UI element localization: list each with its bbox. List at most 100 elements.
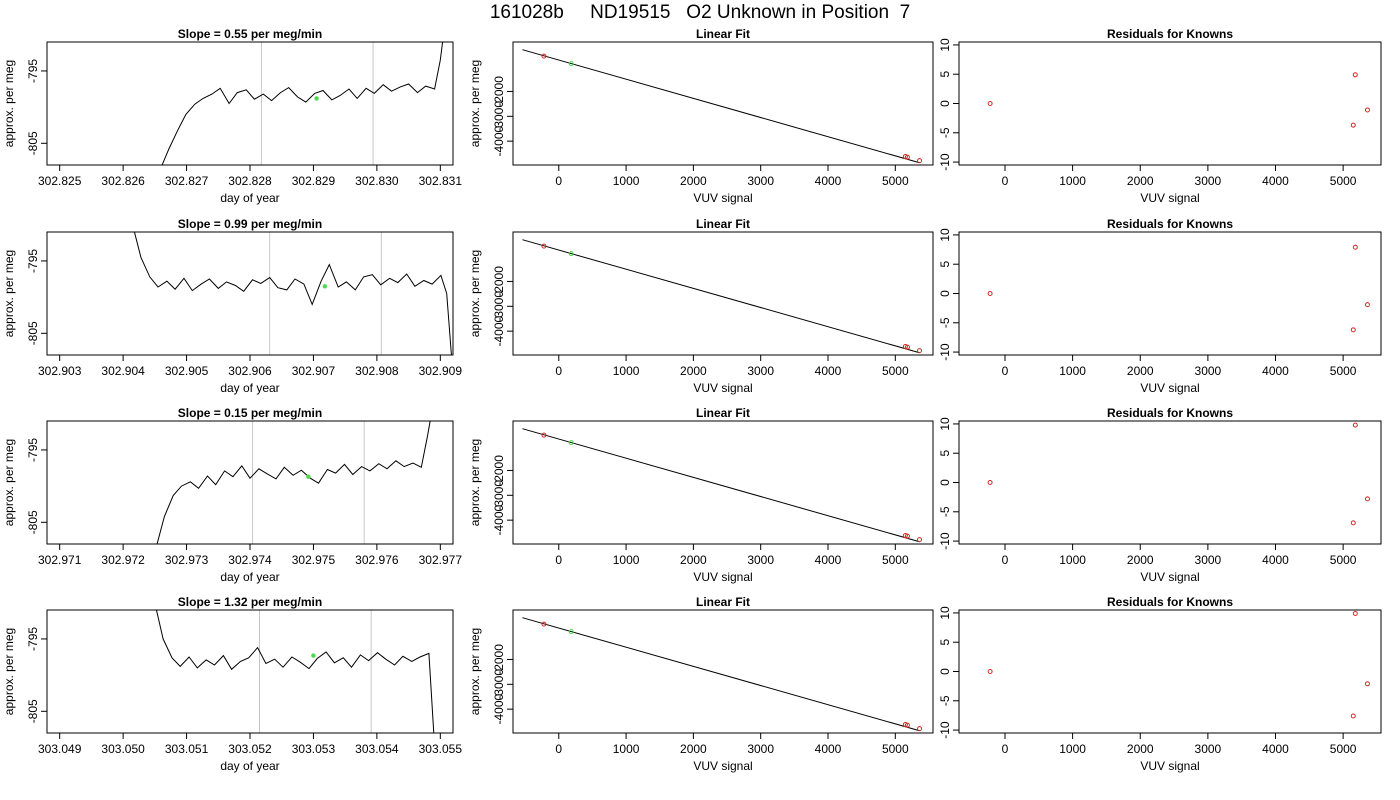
x-tick-label: 302.827 xyxy=(165,174,209,188)
y-tick-label: -805 xyxy=(26,321,40,345)
fit-line xyxy=(522,239,920,354)
known-point xyxy=(541,621,547,627)
x-tick-label: 0 xyxy=(555,364,562,378)
panel-title: Slope = 0.99 per meg/min xyxy=(178,217,322,231)
x-tick-label: 1000 xyxy=(613,364,640,378)
x-tick-label: 4000 xyxy=(815,553,842,567)
residual-point xyxy=(1364,107,1370,113)
mean-marker xyxy=(311,653,316,658)
y-tick-label: -795 xyxy=(26,627,40,651)
residual-point xyxy=(1350,520,1356,526)
y-tick-label: -5 xyxy=(938,317,952,328)
y-tick-label: -795 xyxy=(26,438,40,462)
y-tick-label: 5 xyxy=(938,450,952,457)
x-axis-label: VUV signal xyxy=(693,381,752,395)
mean-marker xyxy=(306,474,311,479)
plot-frame xyxy=(46,41,454,166)
known-point xyxy=(904,154,910,160)
known-point xyxy=(917,348,923,354)
plot-area xyxy=(987,611,1370,719)
residual-point xyxy=(1352,611,1358,617)
plot-area xyxy=(522,239,923,354)
y-tick-label: -5 xyxy=(938,506,952,517)
chart-panel-3: Residuals for Knowns 0 1000 2000 3000 4000 500… xyxy=(938,27,1382,205)
y-axis-label: approx. per meg xyxy=(468,628,482,715)
x-axis-label: VUV signal xyxy=(1140,381,1199,395)
y-tick-label: -4000 xyxy=(492,315,506,346)
y-tick-label: -10 xyxy=(938,532,952,550)
x-tick-label: 5000 xyxy=(882,742,909,756)
x-tick-label: 1000 xyxy=(1059,364,1086,378)
chart-panel-12: Residuals for Knowns 0 1000 2000 3000 4000 500… xyxy=(938,595,1382,773)
x-tick-label: 0 xyxy=(555,174,562,188)
x-tick-label: 4000 xyxy=(1262,742,1289,756)
plot-frame xyxy=(958,420,1382,545)
signal-trace xyxy=(156,421,431,544)
plot-frame xyxy=(512,231,934,356)
plot-frame xyxy=(958,609,1382,734)
known-point xyxy=(541,432,547,438)
x-tick-label: 2000 xyxy=(1127,742,1154,756)
x-tick-label: 302.904 xyxy=(101,364,145,378)
panel-title: Residuals for Knowns xyxy=(1107,406,1233,420)
known-point xyxy=(904,533,910,539)
plot-area xyxy=(156,421,431,544)
figure-title: 161028b ND19515 O2 Unknown in Position 7 xyxy=(489,2,911,23)
chart-panel-9: Residuals for Knowns 0 1000 2000 3000 4000 500… xyxy=(938,406,1382,584)
plot-frame xyxy=(46,609,454,734)
mean-marker xyxy=(322,284,328,289)
chart-panel-11: Linear Fit 0 1000 2000 3000 4000 5000 VUV signa… xyxy=(468,595,934,773)
x-tick-label: 302.975 xyxy=(292,553,336,567)
x-axis-label: VUV signal xyxy=(1140,759,1199,773)
known-point xyxy=(904,344,910,350)
y-tick-label: -5 xyxy=(938,127,952,138)
plot-frame xyxy=(512,420,934,545)
y-axis-label: approx. per meg xyxy=(468,60,482,147)
x-tick-label: 302.976 xyxy=(355,553,399,567)
y-tick-label: 0 xyxy=(938,100,952,107)
x-tick-label: 1000 xyxy=(613,174,640,188)
residual-point xyxy=(1350,713,1356,719)
x-tick-label: 3000 xyxy=(747,364,774,378)
x-axis-label: VUV signal xyxy=(1140,570,1199,584)
unknown-point xyxy=(568,61,574,67)
y-tick-label: -10 xyxy=(938,721,952,739)
known-point xyxy=(541,53,547,59)
y-tick-label: 0 xyxy=(938,479,952,486)
x-tick-label: 4000 xyxy=(1262,174,1289,188)
panel-title: Residuals for Knowns xyxy=(1107,217,1233,231)
plot-area xyxy=(987,244,1370,333)
x-tick-label: 302.974 xyxy=(228,553,272,567)
x-tick-label: 0 xyxy=(555,742,562,756)
y-tick-label: -805 xyxy=(26,510,40,534)
x-tick-label: 5000 xyxy=(882,174,909,188)
unknown-point xyxy=(568,629,574,635)
plot-area xyxy=(155,610,435,733)
chart-panel-8: Linear Fit 0 1000 2000 3000 4000 5000 VUV signa… xyxy=(468,406,934,584)
signal-trace xyxy=(161,42,444,165)
y-axis-label: approx. per meg xyxy=(468,439,482,526)
x-tick-label: 2000 xyxy=(1127,364,1154,378)
x-tick-label: 302.907 xyxy=(292,364,336,378)
x-axis-label: day of year xyxy=(220,570,279,584)
residual-point xyxy=(1364,496,1370,502)
signal-trace xyxy=(155,610,435,733)
y-axis-label: approx. per meg xyxy=(2,60,16,147)
y-tick-label: 5 xyxy=(938,261,952,268)
y-tick-label: 10 xyxy=(938,417,952,431)
x-tick-label: 4000 xyxy=(1262,553,1289,567)
x-tick-label: 302.830 xyxy=(355,174,399,188)
x-tick-label: 3000 xyxy=(1195,364,1222,378)
panel-title: Residuals for Knowns xyxy=(1107,595,1233,609)
chart-panel-10: Slope = 1.32 per meg/min 303.049 303.050 30… xyxy=(2,595,462,773)
x-tick-label: 302.903 xyxy=(38,364,82,378)
chart-panel-4: Slope = 0.99 per meg/min 302.903 302.904 30… xyxy=(2,217,462,395)
panel-title: Slope = 0.15 per meg/min xyxy=(178,406,322,420)
x-tick-label: 0 xyxy=(555,553,562,567)
signal-trace xyxy=(133,232,452,355)
residual-point xyxy=(1352,422,1358,428)
y-tick-label: -2000 xyxy=(492,644,506,675)
panel-title: Slope = 1.32 per meg/min xyxy=(178,595,322,609)
